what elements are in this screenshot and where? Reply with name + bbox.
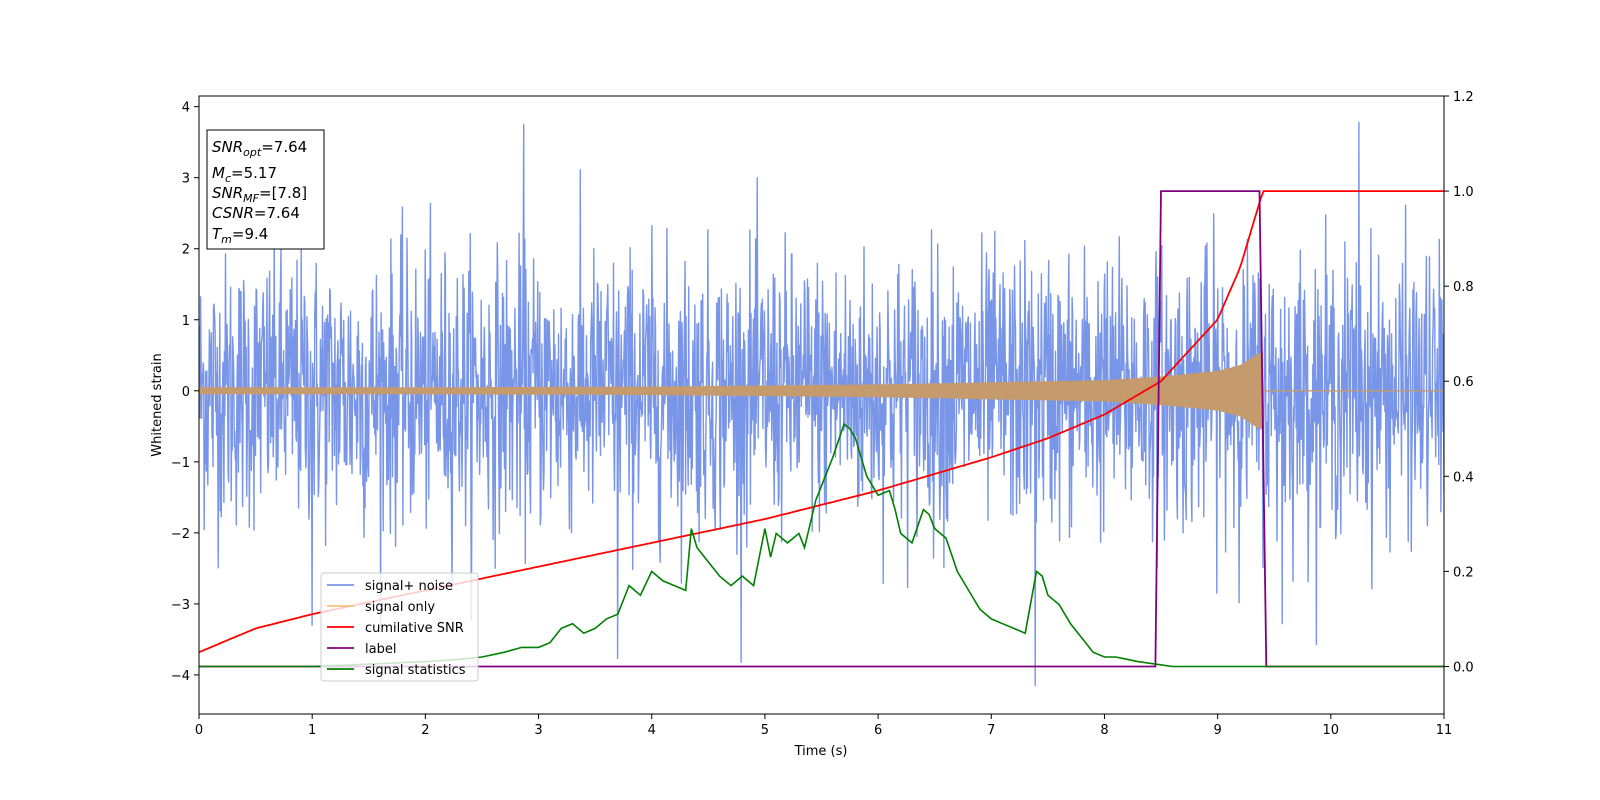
x-tick-label: 11 [1436,723,1453,738]
y2-tick-label: 0.2 [1453,565,1474,580]
y-tick-label: 0 [182,385,190,400]
info-box-frame [206,129,325,250]
legend-label-signal-statistics: signal statistics [365,663,466,678]
y-axis-right: 0.0 0.2 0.4 0.6 0.8 1.0 1.2 [1444,90,1474,675]
x-tick-label: 1 [308,723,316,738]
y2-tick-label: 1.0 [1453,185,1474,200]
legend-label-label: label [365,642,396,657]
y2-tick-label: 0.4 [1453,470,1474,485]
x-tick-label: 2 [421,723,429,738]
legend-label-cumulative-snr: cumilative SNR [365,621,464,636]
x-tick-label: 10 [1323,723,1340,738]
x-tick-label: 5 [761,723,769,738]
y-tick-label: 2 [182,243,190,258]
legend-frame [320,572,479,682]
x-tick-label: 7 [987,723,995,738]
y2-tick-label: 0.6 [1453,375,1474,390]
y-tick-label: 4 [182,101,190,116]
info-line-csnr: CSNR=7.64 [212,204,300,222]
y-axis-left: −4 −3 −2 −1 0 1 2 3 4 [171,101,199,684]
y-tick-label: 1 [182,314,190,329]
y-tick-label: −1 [171,456,190,471]
legend-label-signal-only: signal only [365,600,435,615]
info-box: SNRopt=7.64 Mc=5.17 SNRMF=[7.8] CSNR=7.6… [206,129,325,250]
x-tick-label: 6 [874,723,882,738]
y2-tick-label: 1.2 [1453,90,1474,105]
plot-frame [198,95,1445,715]
y2-tick-label: 0.0 [1453,660,1474,675]
x-tick-label: 4 [648,723,656,738]
x-tick-label: 9 [1213,723,1221,738]
info-line-tm: Tm=9.4 [212,225,268,246]
x-tick-label: 3 [534,723,542,738]
y-tick-label: −2 [171,527,190,542]
signal-only-series [199,351,1263,430]
x-axis-label: Time (s) [794,744,848,759]
y-tick-label: −4 [171,669,190,684]
legend: signal+ noise signal only cumilative SNR… [320,572,479,682]
y2-tick-label: 0.8 [1453,280,1474,295]
y-axis-label: Whitened strain [150,353,165,456]
legend-label-signal-noise: signal+ noise [365,579,453,594]
info-line-snr-mf: SNRMF=[7.8] [212,184,307,205]
y-tick-label: 3 [182,172,190,187]
signal-statistics-series [199,422,1444,668]
y-tick-label: −3 [171,598,190,613]
x-tick-label: 0 [195,723,203,738]
x-tick-label: 8 [1100,723,1108,738]
x-axis: 0 1 2 3 4 5 6 7 8 9 10 11 [195,714,1452,738]
info-line-mc: Mc=5.17 [212,164,277,185]
signal-noise-series [199,121,1444,687]
info-line-snr-opt: SNRopt=7.64 [212,138,307,159]
